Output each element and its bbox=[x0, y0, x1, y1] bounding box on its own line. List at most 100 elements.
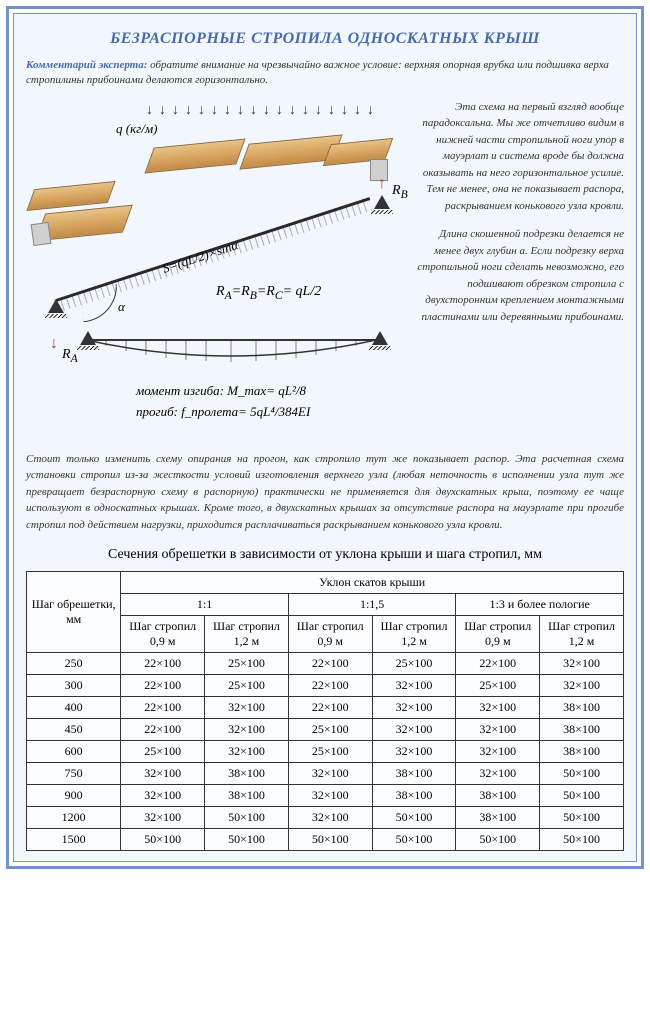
table-row: 75032×10038×10032×10038×10032×10050×100 bbox=[27, 763, 624, 785]
table-title: Сечения обрешетки в зависимости от уклон… bbox=[26, 547, 624, 563]
table-row: 90032×10038×10032×10038×10038×10050×100 bbox=[27, 785, 624, 807]
group-header: Уклон скатов крыши bbox=[121, 572, 624, 594]
value-cell: 38×100 bbox=[372, 785, 456, 807]
value-cell: 50×100 bbox=[205, 807, 289, 829]
side-text: Эта схема на первый взгляд вообще парадо… bbox=[416, 99, 624, 439]
support-left-icon bbox=[48, 299, 67, 318]
value-cell: 22×100 bbox=[121, 675, 205, 697]
step-cell: 400 bbox=[27, 697, 121, 719]
side-para-2: Длина скошенной подрезки делается не мен… bbox=[416, 226, 624, 325]
inner-frame: БЕЗРАСПОРНЫЕ СТРОПИЛА ОДНОСКАТНЫХ КРЫШ К… bbox=[13, 13, 637, 862]
value-cell: 38×100 bbox=[372, 763, 456, 785]
value-cell: 38×100 bbox=[540, 719, 624, 741]
rb-label: RB bbox=[392, 183, 408, 201]
subcol-head: Шаг стропил 1,2 м bbox=[205, 616, 289, 653]
deflection-curve bbox=[86, 334, 376, 374]
wood-piece bbox=[26, 181, 115, 211]
table-row: 45022×10032×10025×10032×10032×10038×100 bbox=[27, 719, 624, 741]
value-cell: 32×100 bbox=[205, 719, 289, 741]
value-cell: 32×100 bbox=[121, 785, 205, 807]
value-cell: 32×100 bbox=[372, 719, 456, 741]
value-cell: 50×100 bbox=[540, 763, 624, 785]
subcol-head: Шаг стропил 0,9 м bbox=[288, 616, 372, 653]
slope-head: 1:1 bbox=[121, 594, 289, 616]
row-header: Шаг обрешетки, мм bbox=[27, 572, 121, 653]
table-row: 25022×10025×10022×10025×10022×10032×100 bbox=[27, 653, 624, 675]
value-cell: 50×100 bbox=[540, 829, 624, 851]
value-cell: 22×100 bbox=[456, 653, 540, 675]
deflection-formula: прогиб: f_пролета= 5qL⁴/384EI bbox=[136, 402, 310, 423]
diagram-row: ↓↓↓↓↓↓↓↓↓↓↓↓↓↓↓↓↓↓ q (кг/м) α S=(qL/2)×s… bbox=[26, 99, 624, 439]
alpha-label: α bbox=[118, 299, 125, 315]
value-cell: 22×100 bbox=[288, 675, 372, 697]
value-cell: 32×100 bbox=[456, 719, 540, 741]
value-cell: 32×100 bbox=[288, 785, 372, 807]
value-cell: 38×100 bbox=[456, 785, 540, 807]
table-row: 150050×10050×10050×10050×10050×10050×100 bbox=[27, 829, 624, 851]
value-cell: 25×100 bbox=[288, 741, 372, 763]
step-cell: 900 bbox=[27, 785, 121, 807]
value-cell: 50×100 bbox=[540, 807, 624, 829]
value-cell: 32×100 bbox=[456, 763, 540, 785]
value-cell: 32×100 bbox=[205, 741, 289, 763]
value-cell: 22×100 bbox=[121, 719, 205, 741]
value-cell: 38×100 bbox=[205, 763, 289, 785]
table-row: 40022×10032×10022×10032×10032×10038×100 bbox=[27, 697, 624, 719]
value-cell: 32×100 bbox=[205, 697, 289, 719]
table-row: 30022×10025×10022×10032×10025×10032×100 bbox=[27, 675, 624, 697]
value-cell: 50×100 bbox=[121, 829, 205, 851]
value-cell: 32×100 bbox=[456, 697, 540, 719]
q-label: q (кг/м) bbox=[116, 121, 157, 137]
value-cell: 22×100 bbox=[288, 697, 372, 719]
value-cell: 32×100 bbox=[121, 763, 205, 785]
slope-head: 1:3 и более пологие bbox=[456, 594, 624, 616]
value-cell: 32×100 bbox=[288, 807, 372, 829]
value-cell: 38×100 bbox=[456, 807, 540, 829]
step-cell: 300 bbox=[27, 675, 121, 697]
value-cell: 22×100 bbox=[288, 653, 372, 675]
value-cell: 38×100 bbox=[540, 697, 624, 719]
wood-piece bbox=[144, 138, 245, 173]
step-cell: 450 bbox=[27, 719, 121, 741]
load-arrows-icon: ↓↓↓↓↓↓↓↓↓↓↓↓↓↓↓↓↓↓ bbox=[146, 103, 380, 119]
value-cell: 50×100 bbox=[540, 785, 624, 807]
step-cell: 1500 bbox=[27, 829, 121, 851]
formulas: момент изгиба: M_max= qL²/8 прогиб: f_пр… bbox=[136, 381, 310, 423]
subcol-head: Шаг стропил 1,2 м bbox=[540, 616, 624, 653]
subcol-head: Шаг стропил 0,9 м bbox=[456, 616, 540, 653]
value-cell: 50×100 bbox=[456, 829, 540, 851]
step-cell: 1200 bbox=[27, 807, 121, 829]
value-cell: 25×100 bbox=[456, 675, 540, 697]
step-cell: 750 bbox=[27, 763, 121, 785]
value-cell: 38×100 bbox=[205, 785, 289, 807]
expert-comment: Комментарий эксперта: обратите внимание … bbox=[26, 58, 624, 89]
body-paragraph: Стоит только изменить схему опирания на … bbox=[26, 451, 624, 534]
moment-formula: момент изгиба: M_max= qL²/8 bbox=[136, 381, 310, 402]
outer-frame: БЕЗРАСПОРНЫЕ СТРОПИЛА ОДНОСКАТНЫХ КРЫШ К… bbox=[6, 6, 644, 869]
value-cell: 25×100 bbox=[288, 719, 372, 741]
page-title: БЕЗРАСПОРНЫЕ СТРОПИЛА ОДНОСКАТНЫХ КРЫШ bbox=[26, 30, 624, 48]
value-cell: 25×100 bbox=[121, 741, 205, 763]
value-cell: 22×100 bbox=[121, 697, 205, 719]
reaction-eq: RA=RB=RC= qL/2 bbox=[216, 284, 321, 302]
table-row: 120032×10050×10032×10050×10038×10050×100 bbox=[27, 807, 624, 829]
value-cell: 25×100 bbox=[205, 675, 289, 697]
value-cell: 32×100 bbox=[372, 741, 456, 763]
step-cell: 250 bbox=[27, 653, 121, 675]
value-cell: 22×100 bbox=[121, 653, 205, 675]
table-row: 60025×10032×10025×10032×10032×10038×100 bbox=[27, 741, 624, 763]
ra-arrow-icon: ↓ bbox=[50, 335, 58, 353]
value-cell: 32×100 bbox=[288, 763, 372, 785]
slope-head: 1:1,5 bbox=[288, 594, 456, 616]
subcol-head: Шаг стропил 0,9 м bbox=[121, 616, 205, 653]
support-right-icon bbox=[374, 195, 393, 214]
value-cell: 50×100 bbox=[372, 807, 456, 829]
value-cell: 32×100 bbox=[372, 697, 456, 719]
value-cell: 32×100 bbox=[372, 675, 456, 697]
value-cell: 38×100 bbox=[540, 741, 624, 763]
value-cell: 32×100 bbox=[540, 675, 624, 697]
ra-label: RA bbox=[62, 347, 78, 365]
value-cell: 50×100 bbox=[288, 829, 372, 851]
table-body: 25022×10025×10022×10025×10022×10032×1003… bbox=[27, 653, 624, 851]
value-cell: 32×100 bbox=[540, 653, 624, 675]
